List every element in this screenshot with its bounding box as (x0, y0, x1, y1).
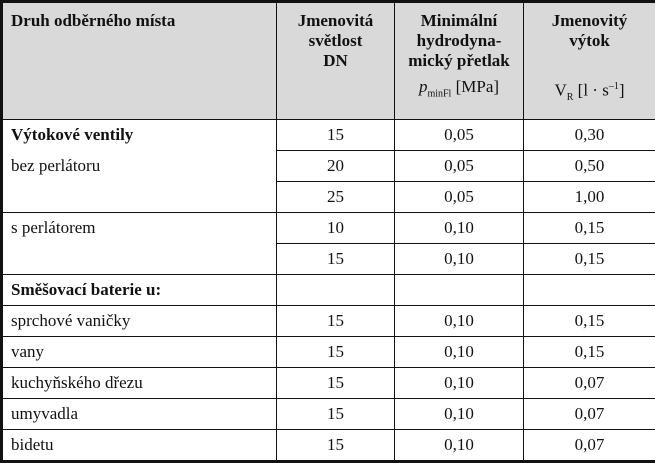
label-cell: bidetu (2, 430, 277, 462)
value-cell: 15 (277, 120, 395, 151)
value-cell: 0,50 (524, 151, 655, 182)
header-line: výtok (524, 31, 655, 51)
value-cell: 0,05 (395, 151, 524, 182)
header-unit: VR [l · s–1] (524, 77, 655, 108)
value-cell: 15 (277, 306, 395, 337)
value-cell: 15 (277, 337, 395, 368)
value-cell (395, 275, 524, 306)
unit: ] (619, 81, 625, 100)
value-cell: 0,07 (524, 430, 655, 462)
header-line: Jmenovitý (524, 11, 655, 31)
value-cell: 15 (277, 368, 395, 399)
header-line: světlost (277, 31, 394, 51)
header-line: mický přetlak (395, 51, 523, 71)
label-cell: sprchové vaničky (2, 306, 277, 337)
value-cell: 0,10 (395, 368, 524, 399)
subscript: R (567, 92, 574, 103)
header-line: hydrodyna- (395, 31, 523, 51)
table-row: Směšovací baterie u: (2, 275, 655, 306)
label-cell (2, 244, 277, 275)
header-cell: Druh odběrného místa (2, 2, 277, 120)
label-cell: kuchyňského dřezu (2, 368, 277, 399)
label-cell (2, 182, 277, 213)
superscript: –1 (609, 81, 619, 92)
header-line: Minimální (395, 11, 523, 31)
value-cell: 0,07 (524, 368, 655, 399)
header-cell: Jmenovitá světlost DN (277, 2, 395, 120)
value-cell: 0,15 (524, 244, 655, 275)
label-cell: vany (2, 337, 277, 368)
header-line: DN (277, 51, 394, 71)
label-cell: s perlátorem (2, 213, 277, 244)
value-cell: 0,05 (395, 120, 524, 151)
value-cell: 0,10 (395, 399, 524, 430)
value-cell: 15 (277, 244, 395, 275)
value-cell: 0,15 (524, 337, 655, 368)
value-cell: 1,00 (524, 182, 655, 213)
header-cell: Jmenovitý výtok VR [l · s–1] (524, 2, 655, 120)
value-cell: 15 (277, 399, 395, 430)
value-cell: 0,10 (395, 213, 524, 244)
label-cell: umyvadla (2, 399, 277, 430)
value-cell: 0,10 (395, 306, 524, 337)
value-cell: 10 (277, 213, 395, 244)
value-cell: 0,10 (395, 337, 524, 368)
value-cell: 0,07 (524, 399, 655, 430)
label-cell: Směšovací baterie u: (2, 275, 277, 306)
subscript: minFl (427, 88, 451, 99)
header-line: Jmenovitá (277, 11, 394, 31)
value-cell (524, 275, 655, 306)
header-row: Druh odběrného místa Jmenovitá světlost … (2, 2, 655, 120)
unit: [l · s (578, 81, 609, 100)
header-cell: Minimální hydrodyna- mický přetlak pminF… (395, 2, 524, 120)
value-cell: 0,10 (395, 244, 524, 275)
value-cell (277, 275, 395, 306)
label-cell: Výtokové ventily (2, 120, 277, 151)
value-cell: 0,10 (395, 430, 524, 462)
value-cell: 0,15 (524, 213, 655, 244)
table-header: Druh odběrného místa Jmenovitá světlost … (2, 2, 655, 120)
value-cell: 20 (277, 151, 395, 182)
header-unit: pminFl [MPa] (395, 77, 523, 104)
value-cell: 0,30 (524, 120, 655, 151)
value-cell: 15 (277, 430, 395, 462)
label-cell: bez perlátoru (2, 151, 277, 182)
page: Druh odběrného místa Jmenovitá světlost … (0, 0, 655, 448)
value-cell: 0,15 (524, 306, 655, 337)
value-cell: 25 (277, 182, 395, 213)
value-cell: 0,05 (395, 182, 524, 213)
unit: [MPa] (456, 77, 499, 96)
symbol: V (554, 81, 566, 100)
